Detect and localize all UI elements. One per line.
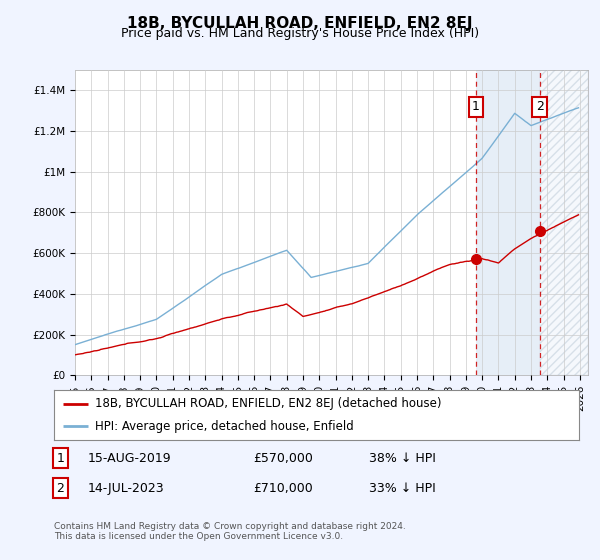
Bar (476, 70, 540, 375)
Text: 38% ↓ HPI: 38% ↓ HPI (369, 451, 436, 465)
Text: 1: 1 (472, 100, 480, 113)
Text: 1: 1 (56, 451, 64, 465)
Text: Price paid vs. HM Land Registry's House Price Index (HPI): Price paid vs. HM Land Registry's House … (121, 27, 479, 40)
Text: Contains HM Land Registry data © Crown copyright and database right 2024.
This d: Contains HM Land Registry data © Crown c… (54, 522, 406, 542)
Text: £570,000: £570,000 (254, 451, 313, 465)
Bar (540, 70, 588, 375)
Text: HPI: Average price, detached house, Enfield: HPI: Average price, detached house, Enfi… (95, 420, 354, 433)
Text: 18B, BYCULLAH ROAD, ENFIELD, EN2 8EJ: 18B, BYCULLAH ROAD, ENFIELD, EN2 8EJ (127, 16, 473, 31)
Text: 15-AUG-2019: 15-AUG-2019 (88, 451, 172, 465)
Text: 18B, BYCULLAH ROAD, ENFIELD, EN2 8EJ (detached house): 18B, BYCULLAH ROAD, ENFIELD, EN2 8EJ (de… (95, 397, 442, 410)
Text: 2: 2 (536, 100, 544, 113)
Text: 14-JUL-2023: 14-JUL-2023 (88, 482, 165, 495)
Text: 2: 2 (56, 482, 64, 495)
Text: £710,000: £710,000 (254, 482, 313, 495)
Text: 33% ↓ HPI: 33% ↓ HPI (369, 482, 436, 495)
